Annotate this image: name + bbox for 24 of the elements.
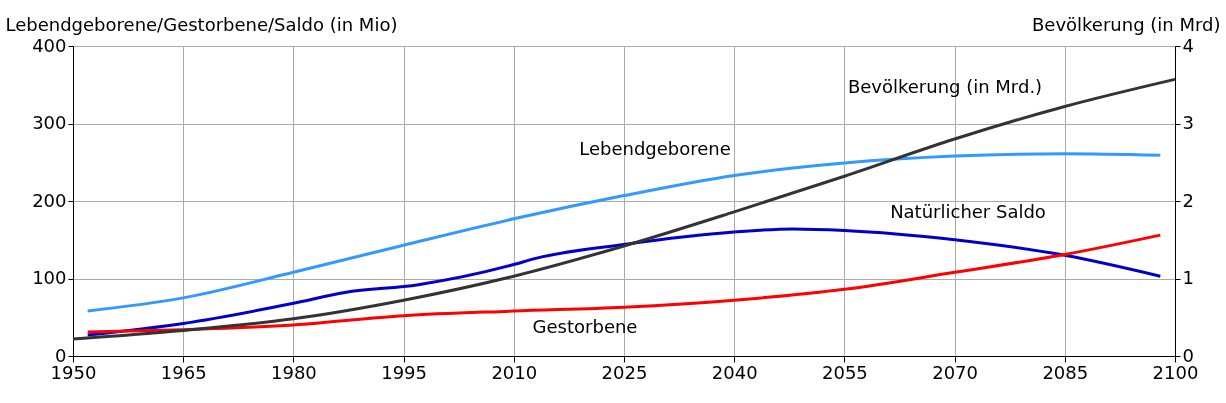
series-label: Bevölkerung (in Mrd.) xyxy=(847,76,1043,97)
series-label: Natürlicher Saldo xyxy=(890,201,1046,222)
y-tick-label: 400 xyxy=(32,34,67,56)
x-tick-label: 2025 xyxy=(601,361,648,383)
x-tick-label: 2010 xyxy=(491,361,538,383)
x-tick-label: 1965 xyxy=(160,361,207,383)
x-tick-label: 1980 xyxy=(270,361,317,383)
x-tick-label: 2085 xyxy=(1042,361,1089,383)
y2-tick-label: 4 xyxy=(1182,34,1194,56)
x-tick-label: 2055 xyxy=(821,361,868,383)
y-tick-label: 200 xyxy=(32,189,67,211)
x-tick-label: 1995 xyxy=(381,361,428,383)
y-tick-label: 300 xyxy=(32,112,67,133)
y-tick-label: 100 xyxy=(32,267,67,288)
x-tick-label: 2040 xyxy=(711,361,758,383)
y-axis-title: Lebendgeborene/Gestorbene/Saldo (in Mio) xyxy=(5,13,398,35)
y2-axis-title: Bevölkerung (in Mrd) xyxy=(1031,13,1221,35)
line-series xyxy=(71,77,1177,341)
y2-tick-label: 1 xyxy=(1182,267,1194,288)
y2-tick-label: 3 xyxy=(1182,112,1194,133)
y2-tick-label: 2 xyxy=(1182,189,1194,211)
series-label: Lebendgeborene xyxy=(579,138,731,159)
x-tick-label: 2070 xyxy=(932,361,979,383)
series-label: Gestorbene xyxy=(532,316,638,337)
